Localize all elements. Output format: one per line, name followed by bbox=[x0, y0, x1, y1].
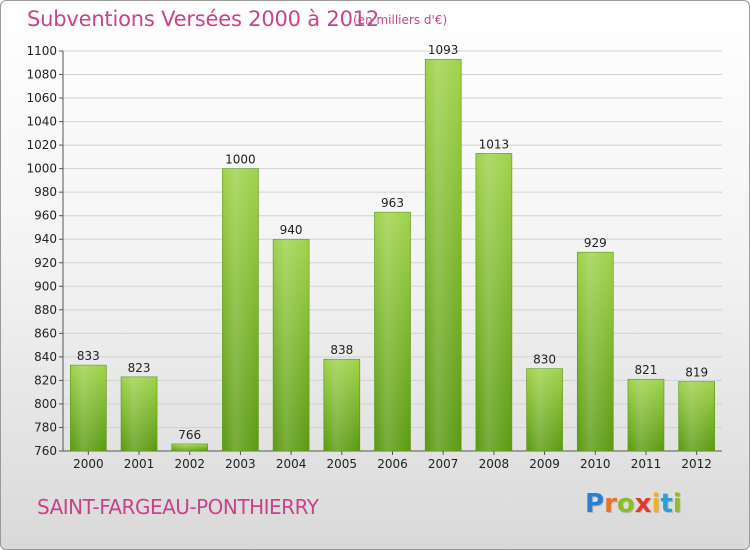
y-tick-label: 800 bbox=[34, 397, 57, 411]
y-tick-label: 900 bbox=[34, 279, 57, 293]
bar-shine bbox=[475, 153, 512, 451]
y-tick-label: 1040 bbox=[26, 115, 57, 129]
y-tick-label: 960 bbox=[34, 209, 57, 223]
x-tick-label: 2006 bbox=[377, 457, 408, 471]
y-tick-label: 1020 bbox=[26, 138, 57, 152]
x-tick-label: 2009 bbox=[529, 457, 560, 471]
y-tick-label: 780 bbox=[34, 420, 57, 434]
bar-shine bbox=[171, 443, 208, 451]
proxiti-logo: Proxiti bbox=[585, 489, 682, 519]
value-label: 830 bbox=[533, 353, 556, 367]
x-tick-label: 2010 bbox=[580, 457, 611, 471]
value-labels: 833 823 766 1000 940 838 963 1093 1013 830 929 821 8… bbox=[77, 43, 708, 442]
bar-shine bbox=[425, 59, 462, 452]
value-label: 1013 bbox=[479, 137, 510, 151]
value-label: 819 bbox=[685, 366, 708, 380]
x-tick-label: 2003 bbox=[225, 457, 256, 471]
bar-shine bbox=[526, 368, 563, 451]
x-tick-label: 2007 bbox=[428, 457, 459, 471]
bar-shine bbox=[627, 379, 664, 451]
x-tick-label: 2002 bbox=[174, 457, 205, 471]
value-label: 833 bbox=[77, 349, 100, 363]
bar-shine bbox=[70, 365, 107, 451]
logo-letter: r bbox=[604, 489, 617, 519]
y-tick-label: 920 bbox=[34, 256, 57, 270]
bar-shine bbox=[323, 359, 360, 451]
chart-title: Subventions Versées 2000 à 2012 bbox=[27, 7, 380, 31]
bar-shine bbox=[678, 381, 715, 451]
x-tick-label: 2011 bbox=[631, 457, 662, 471]
logo-letter: i bbox=[672, 489, 682, 519]
chart-subtitle: (en milliers d'€) bbox=[353, 13, 448, 27]
value-label: 766 bbox=[178, 428, 201, 442]
value-label: 963 bbox=[381, 196, 404, 210]
logo-letter: P bbox=[585, 489, 605, 519]
bar-shine bbox=[273, 239, 310, 451]
y-tick-label: 1000 bbox=[26, 162, 57, 176]
y-tick-label: 820 bbox=[34, 373, 57, 387]
x-tick-label: 2008 bbox=[479, 457, 510, 471]
logo-letter: i bbox=[651, 489, 661, 519]
x-tick-label: 2004 bbox=[276, 457, 307, 471]
y-tick-label: 880 bbox=[34, 303, 57, 317]
y-tick-label: 760 bbox=[34, 444, 57, 458]
y-tick-label: 860 bbox=[34, 326, 57, 340]
y-tick-label: 980 bbox=[34, 185, 57, 199]
value-label: 929 bbox=[584, 236, 607, 250]
bar-shine bbox=[374, 212, 411, 451]
bar-shine bbox=[222, 168, 259, 451]
x-tick-label: 2001 bbox=[124, 457, 155, 471]
y-tick-label: 940 bbox=[34, 232, 57, 246]
logo-letter: o bbox=[616, 489, 635, 519]
value-label: 1093 bbox=[428, 43, 459, 57]
y-tick-label: 1080 bbox=[26, 68, 57, 82]
x-tick-label: 2000 bbox=[73, 457, 104, 471]
value-label: 940 bbox=[280, 223, 303, 237]
x-tick-label: 2005 bbox=[327, 457, 358, 471]
logo-letter: x bbox=[634, 489, 652, 519]
bar-shine bbox=[121, 376, 158, 451]
town-name: SAINT-FARGEAU-PONTHIERRY bbox=[37, 495, 319, 519]
x-tick-label: 2012 bbox=[681, 457, 712, 471]
y-tick-label: 1100 bbox=[26, 44, 57, 58]
bar-shine bbox=[577, 252, 614, 451]
y-tick-label: 840 bbox=[34, 350, 57, 364]
value-label: 1000 bbox=[225, 153, 256, 167]
value-label: 823 bbox=[128, 361, 151, 375]
value-label: 821 bbox=[635, 363, 658, 377]
bars bbox=[70, 58, 715, 452]
y-tick-label: 1060 bbox=[26, 91, 57, 105]
logo-letter: t bbox=[660, 489, 673, 519]
value-label: 838 bbox=[330, 343, 353, 357]
